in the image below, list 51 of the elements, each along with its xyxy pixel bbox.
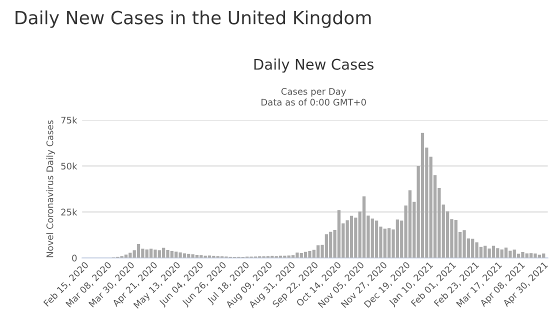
y-tick-label: 75k (61, 116, 78, 124)
y-tick-label: 0 (72, 254, 77, 262)
bar (530, 253, 533, 258)
bar (462, 230, 466, 258)
bar (479, 246, 483, 258)
bar (370, 218, 374, 258)
bar (388, 228, 391, 258)
bar (475, 242, 478, 258)
bar (496, 248, 500, 258)
bar (154, 250, 157, 258)
bar (329, 232, 332, 258)
bar (383, 228, 386, 258)
bar (316, 245, 320, 258)
bar (296, 252, 299, 258)
chart-title: Daily New Cases (254, 58, 374, 73)
bar (374, 220, 378, 258)
bar (516, 254, 520, 258)
bar (508, 250, 512, 258)
bar (174, 252, 178, 258)
bar (350, 216, 354, 258)
bar (504, 248, 508, 258)
bar (534, 254, 537, 258)
y-axis-title: Novel Coronavirus Daily Cases (46, 120, 56, 258)
bar (136, 244, 140, 258)
bar (492, 246, 496, 258)
bar (162, 248, 166, 258)
bar (484, 246, 487, 258)
bar (158, 250, 161, 258)
bar (149, 248, 153, 258)
bar (362, 196, 366, 258)
bar (324, 234, 328, 258)
bar (308, 250, 312, 258)
bar (178, 252, 182, 258)
bar (337, 210, 341, 258)
y-tick-label: 50k (61, 162, 78, 170)
chart-subtitle: Cases per Day Data as of 0:00 GMT+0 (262, 88, 366, 106)
y-tick-label: 25k (61, 208, 78, 216)
bar (191, 254, 194, 258)
bar (500, 249, 504, 258)
bar (512, 250, 516, 258)
bar (521, 252, 524, 258)
bar (420, 132, 424, 258)
bar (471, 238, 474, 258)
bar (166, 250, 170, 258)
bar (346, 220, 349, 258)
bar (145, 249, 148, 258)
text: Daily New Cases in the United Kingdom (16, 10, 371, 28)
bar (454, 220, 458, 258)
bar (396, 219, 400, 258)
bar (488, 248, 491, 258)
bar (408, 190, 412, 258)
